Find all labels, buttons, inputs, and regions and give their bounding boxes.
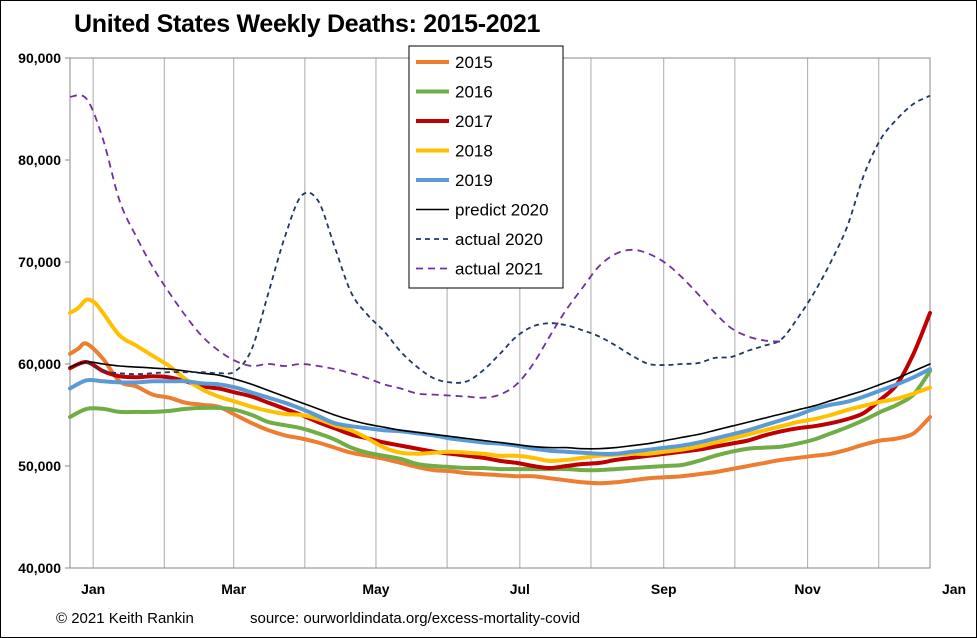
- x-tick-label: Sep: [651, 581, 677, 597]
- legend-label: predict 2020: [455, 201, 549, 220]
- x-tick-label: Jan: [942, 581, 966, 597]
- credit-text: © 2021 Keith Rankin: [56, 610, 194, 627]
- y-axis-ticks: 40,000 50,000 60,000 70,000 80,000 90,000: [18, 50, 70, 576]
- series-line-2016: [68, 369, 932, 473]
- legend-label: 2016: [455, 83, 493, 102]
- legend-box: [408, 45, 564, 289]
- series-lines: [68, 94, 932, 486]
- y-tick-label: 60,000: [18, 356, 61, 372]
- chart-title: United States Weekly Deaths: 2015-2021: [74, 10, 541, 38]
- legend-label: actual 2021: [455, 260, 543, 279]
- legend: 2015 2016 2017 2018 2019 predict 2020 actual 2…: [408, 45, 564, 289]
- legend-label: 2017: [455, 112, 493, 131]
- x-tick-label: Jan: [81, 581, 105, 597]
- y-tick-label: 50,000: [18, 458, 61, 474]
- x-axis-ticks: Jan Mar May Jul Sep Nov Jan: [81, 581, 966, 597]
- legend-label: 2019: [455, 171, 493, 190]
- x-tick-label: Nov: [794, 581, 821, 597]
- x-tick-label: Jul: [510, 581, 530, 597]
- y-tick-label: 70,000: [18, 254, 61, 270]
- series-line-predict-2020: [69, 361, 931, 450]
- y-tick-label: 90,000: [18, 50, 61, 66]
- series-line-actual-2020: [86, 94, 931, 384]
- series-line-2018: [68, 297, 932, 463]
- x-tick-label: Mar: [221, 581, 246, 597]
- legend-label: 2018: [455, 142, 493, 161]
- series-line-2017: [68, 311, 932, 470]
- series-line-2015: [68, 341, 932, 486]
- legend-label: 2015: [455, 53, 493, 72]
- y-tick-label: 40,000: [18, 560, 61, 576]
- series-line-2019: [68, 367, 932, 456]
- source-text: source: ourworldindata.org/excess-mortal…: [250, 610, 581, 627]
- x-tick-label: May: [362, 581, 389, 597]
- legend-label: actual 2020: [455, 230, 543, 249]
- y-tick-label: 80,000: [18, 152, 61, 168]
- series-line-actual-2021: [69, 94, 782, 399]
